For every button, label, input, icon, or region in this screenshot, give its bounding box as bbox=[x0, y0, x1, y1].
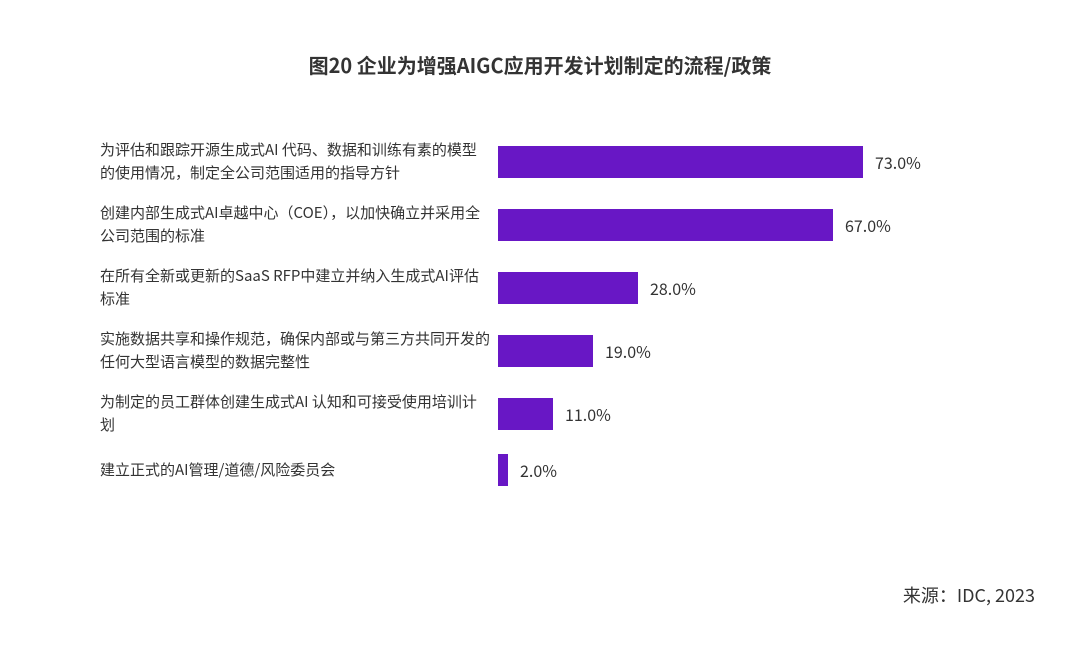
row-label: 为制定的员工群体创建生成式AI 认知和可接受使用培训计划 bbox=[100, 391, 498, 436]
bar-area: 28.0% bbox=[498, 272, 998, 304]
value-label: 2.0% bbox=[520, 458, 557, 482]
bar bbox=[498, 209, 833, 241]
chart-title: 图20 企业为增强AIGC应用开发计划制定的流程/政策 bbox=[0, 50, 1080, 79]
row-label: 实施数据共享和操作规范，确保内部或与第三方共同开发的任何大型语言模型的数据完整性 bbox=[100, 328, 498, 373]
chart-container: 图20 企业为增强AIGC应用开发计划制定的流程/政策 为评估和跟踪开源生成式A… bbox=[0, 0, 1080, 648]
value-label: 67.0% bbox=[845, 213, 891, 237]
bar-area: 11.0% bbox=[498, 398, 998, 430]
chart-source: 来源：IDC, 2023 bbox=[903, 582, 1035, 608]
chart-row: 创建内部生成式AI卓越中心（COE），以加快确立并采用全公司范围的标准 67.0% bbox=[100, 202, 1000, 247]
value-label: 19.0% bbox=[605, 339, 651, 363]
row-label: 为评估和跟踪开源生成式AI 代码、数据和训练有素的模型的使用情况，制定全公司范围… bbox=[100, 139, 498, 184]
bar bbox=[498, 398, 553, 430]
chart-row: 建立正式的AI管理/道德/风险委员会 2.0% bbox=[100, 454, 1000, 486]
bar bbox=[498, 454, 508, 486]
bar-area: 2.0% bbox=[498, 454, 998, 486]
chart-row: 在所有全新或更新的SaaS RFP中建立并纳入生成式AI评估标准 28.0% bbox=[100, 265, 1000, 310]
bar-area: 67.0% bbox=[498, 209, 998, 241]
chart-row: 实施数据共享和操作规范，确保内部或与第三方共同开发的任何大型语言模型的数据完整性… bbox=[100, 328, 1000, 373]
chart-rows: 为评估和跟踪开源生成式AI 代码、数据和训练有素的模型的使用情况，制定全公司范围… bbox=[100, 139, 1000, 486]
bar bbox=[498, 146, 863, 178]
value-label: 11.0% bbox=[565, 402, 611, 426]
bar-area: 73.0% bbox=[498, 146, 998, 178]
chart-row: 为制定的员工群体创建生成式AI 认知和可接受使用培训计划 11.0% bbox=[100, 391, 1000, 436]
bar bbox=[498, 272, 638, 304]
bar bbox=[498, 335, 593, 367]
row-label: 建立正式的AI管理/道德/风险委员会 bbox=[100, 459, 498, 482]
chart-row: 为评估和跟踪开源生成式AI 代码、数据和训练有素的模型的使用情况，制定全公司范围… bbox=[100, 139, 1000, 184]
row-label: 创建内部生成式AI卓越中心（COE），以加快确立并采用全公司范围的标准 bbox=[100, 202, 498, 247]
value-label: 73.0% bbox=[875, 150, 921, 174]
value-label: 28.0% bbox=[650, 276, 696, 300]
bar-area: 19.0% bbox=[498, 335, 998, 367]
row-label: 在所有全新或更新的SaaS RFP中建立并纳入生成式AI评估标准 bbox=[100, 265, 498, 310]
